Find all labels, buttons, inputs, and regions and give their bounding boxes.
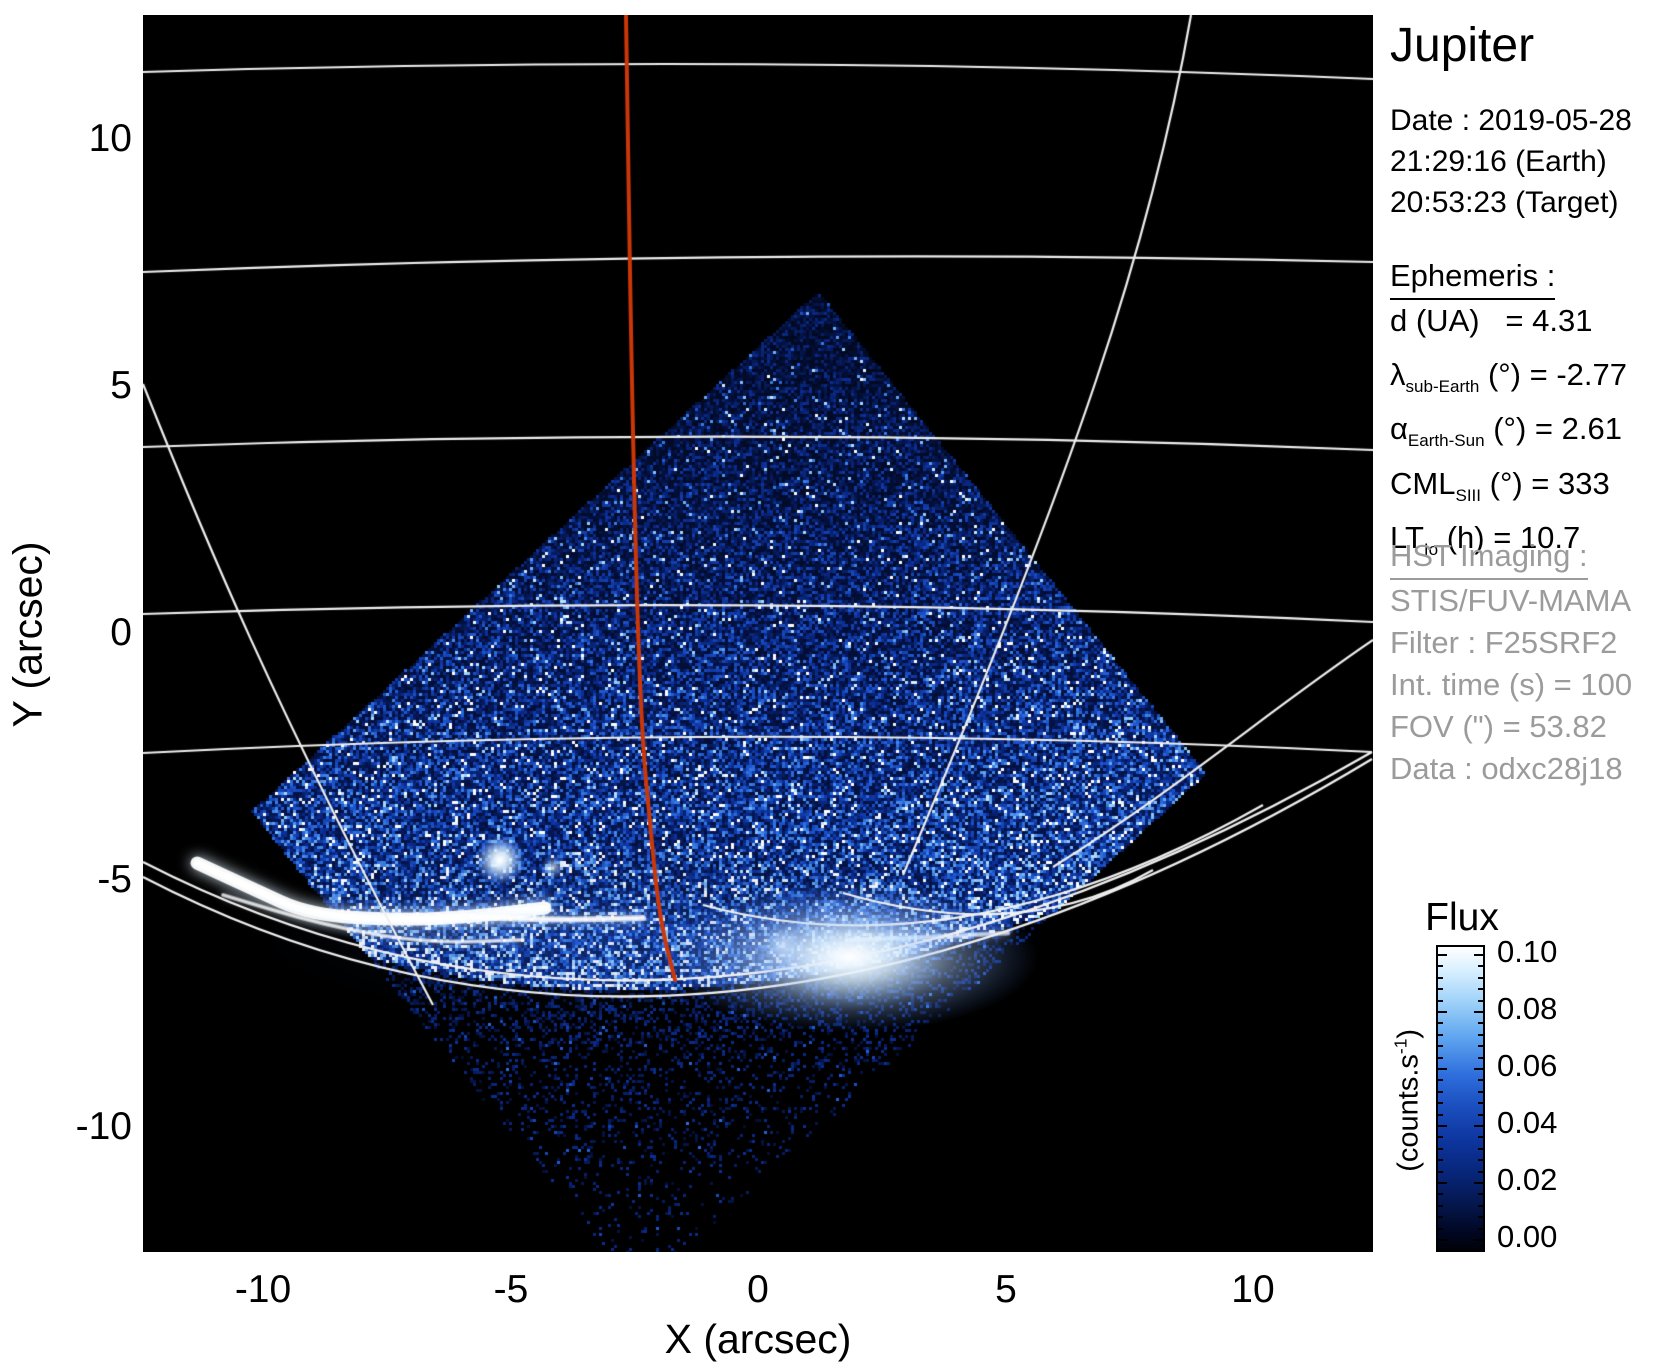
hst-imaging-block: STIS/FUV-MAMA Filter : F25SRF2 Int. time… [1390,580,1632,790]
colorbar-tick [1438,1022,1443,1025]
colorbar-tick [1474,1239,1483,1241]
hst-instrument: STIS/FUV-MAMA [1390,583,1632,618]
colorbar-tick [1478,976,1483,979]
colorbar-tick-label: 0.04 [1497,1105,1558,1140]
colorbar-tick [1478,1090,1483,1093]
colorbar-tick [1474,1125,1483,1127]
colorbar-tick [1438,1159,1443,1162]
colorbar-tick [1438,1033,1443,1036]
y-axis-title: Y (arcsec) [4,541,51,728]
colorbar-tick [1438,1239,1447,1241]
colorbar-tick [1438,1136,1443,1139]
colorbar-tick [1478,999,1483,1002]
colorbar-tick [1438,1090,1443,1093]
colorbar-tick [1438,1227,1443,1230]
ephemeris-header: Ephemeris : [1390,258,1556,300]
x-axis-title: X (arcsec) [664,1316,852,1362]
colorbar-tick [1438,1170,1443,1173]
colorbar-tick [1438,976,1443,979]
colorbar-tick [1438,965,1443,968]
ephemeris-row-alpha: αEarth-Sun (°) = 2.61 [1390,411,1622,451]
colorbar-tick [1438,1102,1443,1105]
hst-data-id: Data : odxc28j18 [1390,751,1623,786]
colorbar-tick [1474,1011,1483,1013]
colorbar-tick [1438,1011,1447,1013]
colorbar-tick [1478,1056,1483,1059]
observation-datetime-block: Date : 2019-05-28 21:29:16 (Earth) 20:53… [1390,100,1632,223]
colorbar-gradient [1436,945,1485,1252]
observation-date: Date : 2019-05-28 [1390,104,1632,137]
colorbar-tick [1438,1147,1443,1150]
hst-int-time: Int. time (s) = 100 [1390,667,1633,702]
colorbar-tick [1438,1193,1443,1196]
ephemeris-header-text: Ephemeris : [1390,258,1556,300]
hst-imaging-header-text: HST Imaging : [1390,538,1588,580]
colorbar-tick-label: 0.06 [1497,1048,1558,1083]
colorbar-tick [1438,1182,1447,1184]
figure-title: Jupiter [1390,19,1535,72]
colorbar-unit-label: (counts.s-1) [1390,1028,1425,1172]
colorbar-tick [1478,1022,1483,1025]
colorbar-tick [1474,1068,1483,1070]
colorbar-tick [1474,954,1483,956]
colorbar-tick [1438,988,1443,991]
y-axis-tick-label: -10 [75,1105,132,1148]
colorbar-tick [1438,1125,1447,1127]
colorbar-tick [1478,1216,1483,1219]
colorbar-tick [1478,1136,1483,1139]
colorbar-tick [1478,1102,1483,1105]
colorbar-tick [1478,1147,1483,1150]
x-axis-tick-label: 10 [1231,1268,1275,1311]
ephemeris-row-lambda: λsub-Earth (°) = -2.77 [1390,357,1627,397]
colorbar-tick [1478,1193,1483,1196]
x-axis-tick-label: 0 [747,1268,769,1311]
colorbar-tick [1438,1204,1443,1207]
y-axis-tick-label: 10 [88,117,132,160]
colorbar-tick-label: 0.08 [1497,991,1558,1026]
colorbar-tick-label: 0.00 [1497,1219,1558,1254]
colorbar-tick [1438,1045,1443,1048]
hst-imaging-header: HST Imaging : [1390,538,1588,580]
colorbar-tick-label: 0.02 [1497,1162,1558,1197]
y-axis-tick-label: -5 [97,858,132,901]
colorbar-tick [1478,1079,1483,1082]
colorbar-tick [1438,1113,1443,1116]
colorbar-tick [1474,1182,1483,1184]
colorbar-tick [1438,954,1447,956]
y-axis-tick-label: 5 [110,364,132,407]
colorbar-tick [1478,1204,1483,1207]
colorbar-title: Flux [1425,896,1499,939]
colorbar-tick [1478,965,1483,968]
colorbar-tick [1438,1216,1443,1219]
colorbar-tick [1478,1113,1483,1116]
hst-fov: FOV (") = 53.82 [1390,709,1607,744]
ephemeris-block: d (UA) = 4.31 λsub-Earth (°) = -2.77 αEa… [1390,300,1627,571]
colorbar-tick-label: 0.10 [1497,934,1558,969]
x-axis-tick-label: 5 [995,1268,1017,1311]
colorbar-tick [1438,1079,1443,1082]
colorbar-tick [1438,999,1443,1002]
observation-time-target: 20:53:23 (Target) [1390,186,1619,219]
colorbar-tick [1478,1045,1483,1048]
y-axis-tick-label: 0 [110,611,132,654]
ephemeris-row-distance: d (UA) = 4.31 [1390,303,1593,338]
colorbar-tick [1438,1068,1447,1070]
colorbar-tick [1478,1170,1483,1173]
colorbar-tick [1478,1033,1483,1036]
colorbar-tick [1438,1056,1443,1059]
colorbar-tick [1478,988,1483,991]
ephemeris-row-cml: CMLSIII (°) = 333 [1390,465,1610,505]
jupiter-fuv-image-canvas [143,15,1373,1252]
colorbar-tick [1478,1227,1483,1230]
hst-filter: Filter : F25SRF2 [1390,625,1618,660]
ephemeris-row-lt-io: LTIo (h) = 10.7 [1390,519,1581,559]
colorbar-tick [1478,1159,1483,1162]
plot-area [143,15,1373,1252]
x-axis-tick-label: -10 [234,1268,292,1311]
observation-time-earth: 21:29:16 (Earth) [1390,145,1607,178]
x-axis-tick-label: -5 [493,1268,529,1311]
